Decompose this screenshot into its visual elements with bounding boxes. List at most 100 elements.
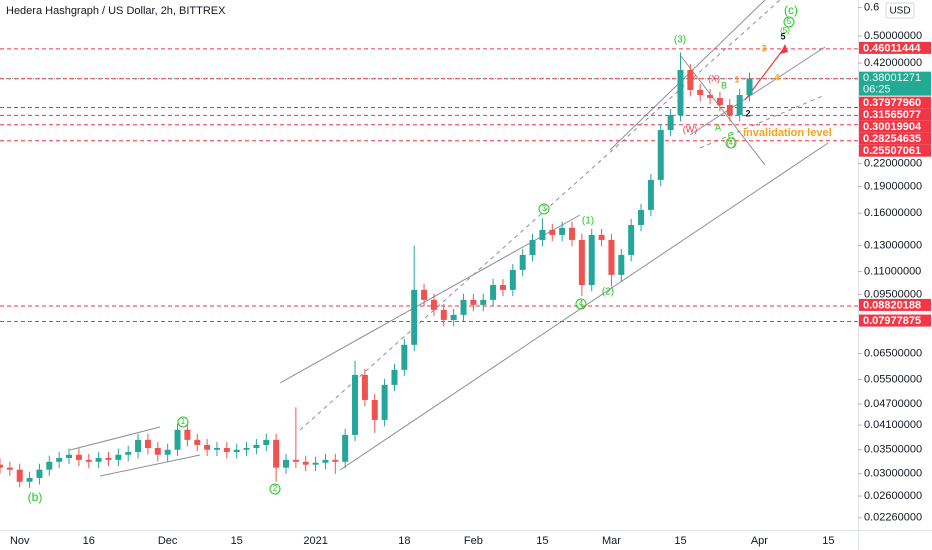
wave-label: B [721,80,727,90]
trend-line [99,454,201,477]
candle-body [302,461,309,465]
candle-body [292,459,299,462]
wave-circle [725,137,737,149]
wave-label: 1 [181,417,186,426]
annotations: (b) 1 2 3 4 (1) (2) (3) (W) (X) A B C (4… [28,3,832,504]
candle-body [332,459,339,462]
y-tick-label: 0.11000000 [864,265,921,277]
candle-body [95,457,102,462]
level-price-box [859,108,931,121]
candle-body [125,452,132,455]
y-tick-label: 0.22000000 [864,158,922,170]
candle-body [657,130,664,180]
candle-body [322,459,329,463]
x-tick-label: 2021 [303,535,327,547]
candle-body [598,234,605,240]
candle-body [174,429,181,450]
trend-line [339,142,829,471]
wave-label: (2) [602,287,614,298]
candle-body [726,104,733,115]
level-price-label: 0.25507061 [863,145,921,157]
candle-body [371,399,378,420]
x-tick-label: Feb [464,535,483,547]
y-tick-label: 0.06500000 [864,347,922,359]
candle-body [85,459,92,462]
currency-label[interactable]: USD [889,6,910,17]
candle-body [628,224,635,255]
candle-body [164,449,171,455]
candle-body [16,469,23,482]
y-tick-label: 0.13000000 [864,239,922,251]
candle-body [352,374,359,435]
candle-body [66,454,73,458]
x-tick-label: 15 [822,535,834,547]
candle-body [223,447,230,453]
candle-body [26,477,33,482]
candle-body [273,439,280,468]
wave-label: (X) [708,73,720,83]
y-tick-label: 0.6 [864,1,879,13]
level-price-box [859,41,931,54]
candle-body [440,309,447,320]
candle-body [677,70,684,115]
level-price-label: 0.46011444 [863,42,921,54]
wave-circle [269,483,281,495]
candle-body [46,461,53,470]
level-lines [0,48,858,323]
wave-label: (5) [780,26,790,35]
candle-body [391,369,398,385]
candle-body [411,289,418,345]
currency-badge[interactable] [885,2,915,19]
wave-label: (3) [674,35,686,46]
candle-body [144,439,151,448]
level-price-label: 0.28254635 [863,133,921,145]
level-price-box [859,96,931,109]
candle-body [480,299,487,305]
candle-body [194,439,201,445]
wave-label: 3 [761,43,766,53]
x-tick-label: 16 [83,535,95,547]
x-tick-label: Dec [158,535,178,547]
candle-body [243,447,250,450]
level-price-label: 0.30019904 [863,121,922,133]
candle-body [361,374,368,400]
level-price-label: 0.08820188 [863,299,921,311]
level-price-box [859,298,931,311]
wave-circle [783,16,795,28]
invalidation-label: invalidation level [743,127,832,139]
candle-body [539,229,546,240]
candle-body [312,462,319,465]
candle-body [6,467,13,470]
wave-label: 2 [745,108,750,118]
x-tick-label: Nov [10,535,30,547]
candle-body [559,227,566,235]
candle-body [509,269,516,290]
trend-line [69,426,161,451]
candle-body [519,254,526,270]
wave-circle [575,298,587,310]
candle-body [499,285,506,290]
candle-body [115,454,122,460]
candle-body [638,209,645,225]
candle-body [135,439,142,453]
current-price-label: 0.38001271 [863,72,921,84]
candle-body [529,239,536,255]
candle-body [588,234,595,286]
candle-body [233,449,240,453]
candle-body [687,70,694,90]
y-tick-label: 0.19000000 [864,180,922,192]
y-tick-label: 0.50000000 [864,30,922,42]
wave-label: (1) [582,216,594,227]
y-tick-label: 0.09500000 [864,288,922,300]
x-tick-label: 15 [674,535,686,547]
y-tick-label: 0.03000000 [864,468,922,480]
candle-body [578,239,585,286]
wave-label: C [728,130,735,140]
y-tick-label: 0.05500000 [864,373,922,385]
trend-line [699,94,826,149]
wave-label: 4 [579,299,584,308]
candle-body [707,95,714,98]
candle-body [647,179,654,210]
candle-body [56,457,63,462]
